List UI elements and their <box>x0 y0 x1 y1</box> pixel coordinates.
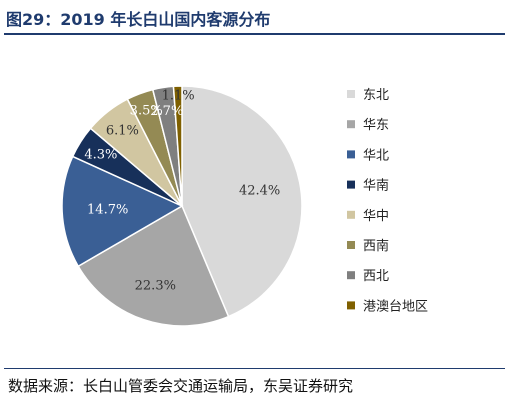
legend-label: 西北 <box>363 269 389 284</box>
slice-data-label: 14.7% <box>87 203 128 218</box>
legend-swatch <box>347 180 355 189</box>
pie-slice-3 <box>61 155 184 268</box>
legend-label: 东北 <box>363 88 389 103</box>
legend-label: 华南 <box>363 178 389 194</box>
slice-data-label: 6.1% <box>106 124 139 139</box>
title-divider <box>4 33 505 35</box>
chart-title: 图29：2019 年长白山国内客源分布 <box>6 10 271 29</box>
legend-swatch <box>347 301 355 310</box>
legend-label: 西南 <box>363 238 389 254</box>
pie-slice-8 <box>172 85 183 207</box>
source-divider <box>4 368 505 369</box>
pie-slices <box>61 85 303 327</box>
legend-label: 港澳台地区 <box>363 298 428 314</box>
slice-labels: 42.4% 22.3% 14.7% 4.3% 6.1% 3.5%2.7%1.1% <box>84 89 280 294</box>
slice-data-label: 4.3% <box>84 148 117 163</box>
legend-label: 华中 <box>363 209 389 224</box>
legend-swatch <box>347 90 355 98</box>
legend-swatch <box>347 210 355 219</box>
slice-data-label: 1.1% <box>162 89 195 104</box>
legend-label: 华东 <box>363 118 389 133</box>
slice-data-label: 42.4% <box>239 183 280 198</box>
slice-data-label: 2.7% <box>150 104 183 119</box>
legend-label: 华北 <box>363 148 389 163</box>
pie-slice-1 <box>181 85 303 318</box>
pie-slice-2 <box>77 204 230 327</box>
legend-swatch <box>347 241 355 249</box>
source-note: 数据来源：长白山管委会交通运输局，东吴证券研究 <box>8 377 354 395</box>
legend-swatch <box>347 271 355 280</box>
slice-data-label: 3.5% <box>130 104 163 119</box>
legend-swatch <box>347 150 355 159</box>
slice-data-label: 22.3% <box>135 279 176 294</box>
legend-swatch <box>347 120 355 129</box>
